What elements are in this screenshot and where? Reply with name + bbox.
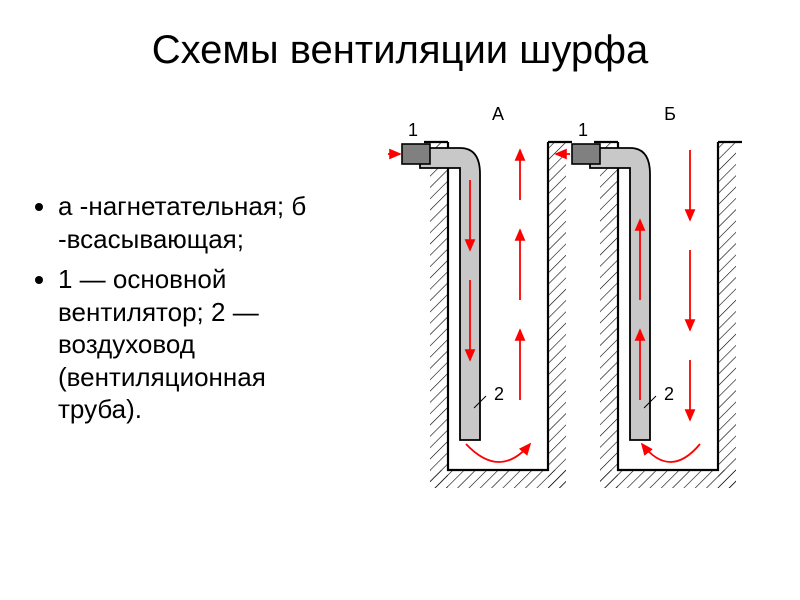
ventilation-diagram: А Б 1 1 2 2	[370, 100, 790, 520]
svg-text:1: 1	[408, 120, 418, 140]
svg-text:А: А	[492, 104, 504, 124]
svg-text:2: 2	[664, 384, 674, 404]
bullet-list: а -нагнетательная; б -всасывающая; 1 — о…	[30, 190, 350, 434]
content-area: а -нагнетательная; б -всасывающая; 1 — о…	[0, 130, 800, 590]
svg-text:1: 1	[578, 120, 588, 140]
svg-text:Б: Б	[664, 104, 676, 124]
slide-title: Схемы вентиляции шурфа	[0, 0, 800, 73]
slide: Схемы вентиляции шурфа а -нагнетательная…	[0, 0, 800, 600]
bullet-item: 1 — основной вентилятор; 2 — воздуховод …	[58, 263, 350, 426]
svg-text:2: 2	[494, 384, 504, 404]
bullet-item: а -нагнетательная; б -всасывающая;	[58, 190, 350, 255]
